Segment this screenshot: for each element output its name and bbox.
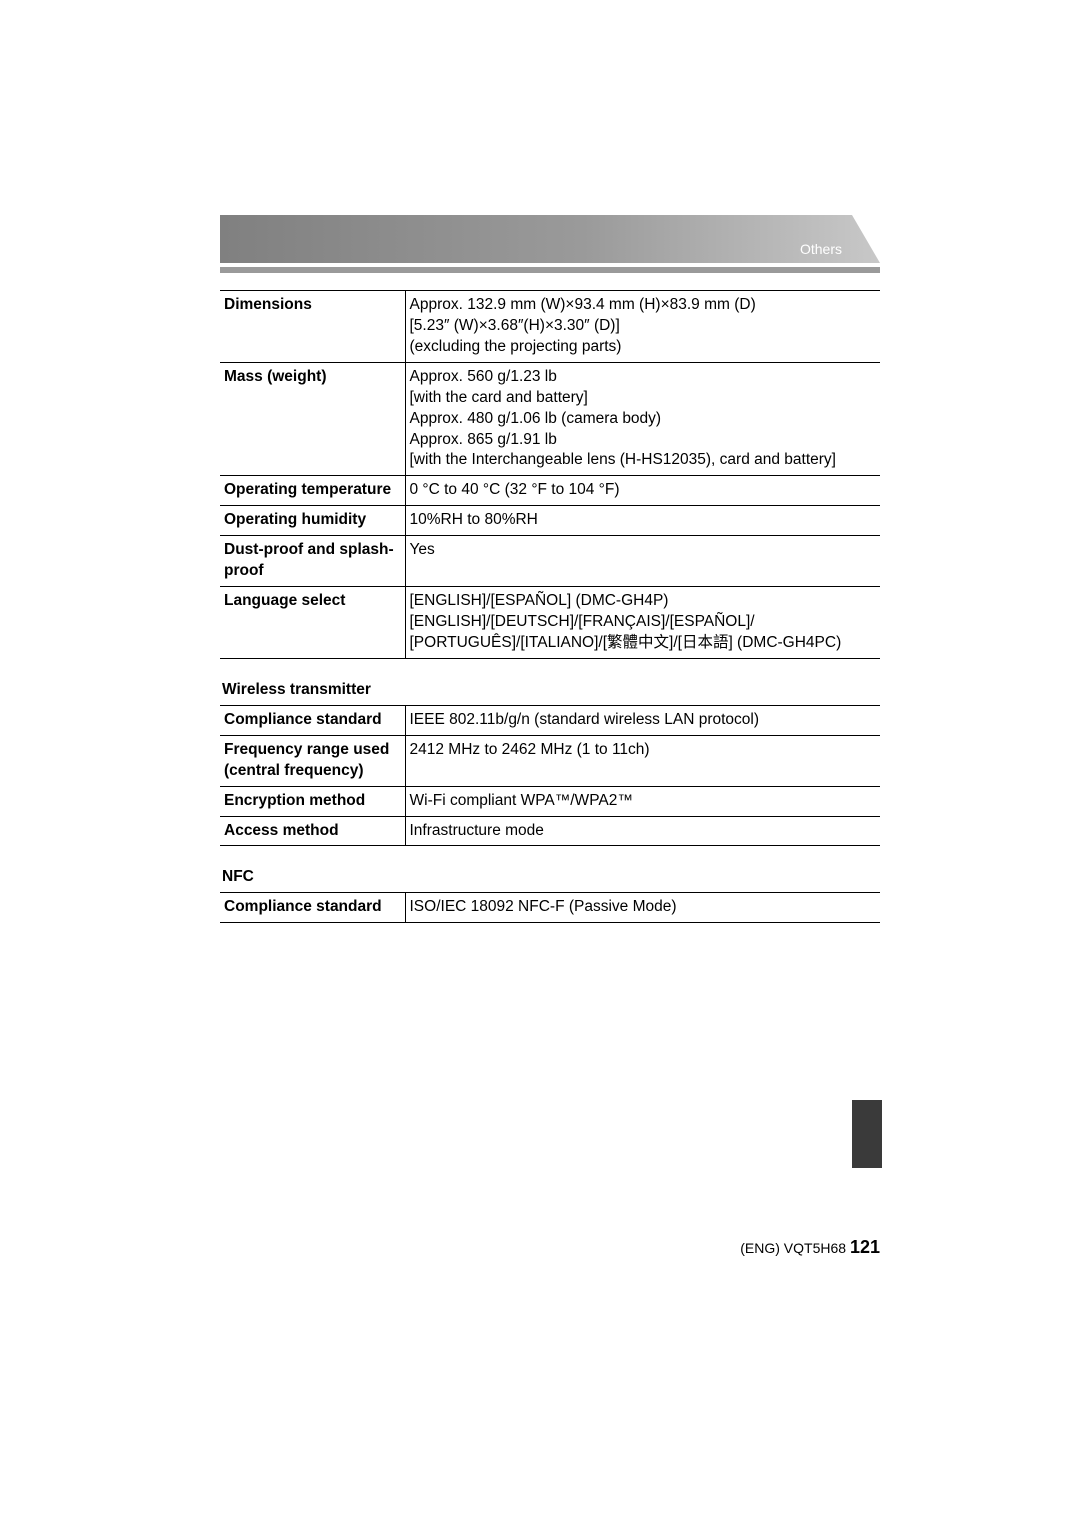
- table-row: Access methodInfrastructure mode: [220, 816, 880, 846]
- spec-key: Access method: [220, 816, 405, 846]
- spec-value: ISO/IEC 18092 NFC-F (Passive Mode): [405, 893, 880, 923]
- spec-content: DimensionsApprox. 132.9 mm (W)×93.4 mm (…: [220, 290, 880, 923]
- wireless-spec-tbody: Compliance standardIEEE 802.11b/g/n (sta…: [220, 705, 880, 846]
- nfc-spec-tbody: Compliance standardISO/IEC 18092 NFC-F (…: [220, 893, 880, 923]
- page-footer: (ENG) VQT5H68 121: [740, 1237, 880, 1258]
- table-row: Mass (weight)Approx. 560 g/1.23 lb [with…: [220, 362, 880, 476]
- spec-key: Dimensions: [220, 291, 405, 363]
- table-row: Frequency range used (central frequency)…: [220, 735, 880, 786]
- spec-key: Compliance standard: [220, 893, 405, 923]
- header-underline: [220, 267, 880, 273]
- nfc-spec-table: Compliance standardISO/IEC 18092 NFC-F (…: [220, 892, 880, 923]
- spec-key: Encryption method: [220, 786, 405, 816]
- doc-code: (ENG) VQT5H68: [740, 1240, 846, 1256]
- spec-key: Compliance standard: [220, 705, 405, 735]
- section-header: Others: [220, 215, 880, 273]
- spec-value: 10%RH to 80%RH: [405, 506, 880, 536]
- spec-key: Dust-proof and splash-proof: [220, 536, 405, 587]
- spec-value: Approx. 132.9 mm (W)×93.4 mm (H)×83.9 mm…: [405, 291, 880, 363]
- spec-value: 2412 MHz to 2462 MHz (1 to 11ch): [405, 735, 880, 786]
- section-header-label: Others: [800, 241, 842, 257]
- general-spec-table: DimensionsApprox. 132.9 mm (W)×93.4 mm (…: [220, 290, 880, 659]
- manual-page: Others DimensionsApprox. 132.9 mm (W)×93…: [0, 0, 1080, 1526]
- spec-key: Language select: [220, 587, 405, 659]
- table-row: Dust-proof and splash-proofYes: [220, 536, 880, 587]
- table-row: Compliance standardIEEE 802.11b/g/n (sta…: [220, 705, 880, 735]
- table-row: Language select[ENGLISH]/[ESPAÑOL] (DMC-…: [220, 587, 880, 659]
- general-spec-tbody: DimensionsApprox. 132.9 mm (W)×93.4 mm (…: [220, 291, 880, 659]
- header-gradient-bar: Others: [220, 215, 880, 263]
- spec-value: Infrastructure mode: [405, 816, 880, 846]
- table-row: DimensionsApprox. 132.9 mm (W)×93.4 mm (…: [220, 291, 880, 363]
- table-row: Operating temperature0 °C to 40 °C (32 °…: [220, 476, 880, 506]
- spec-value: IEEE 802.11b/g/n (standard wireless LAN …: [405, 705, 880, 735]
- spec-key: Operating humidity: [220, 506, 405, 536]
- spec-key: Frequency range used (central frequency): [220, 735, 405, 786]
- spec-value: Yes: [405, 536, 880, 587]
- spec-key: Operating temperature: [220, 476, 405, 506]
- wireless-section-title: Wireless transmitter: [222, 681, 880, 699]
- page-number: 121: [850, 1237, 880, 1257]
- table-row: Operating humidity10%RH to 80%RH: [220, 506, 880, 536]
- spec-key: Mass (weight): [220, 362, 405, 476]
- nfc-section-title: NFC: [222, 868, 880, 886]
- spec-value: [ENGLISH]/[ESPAÑOL] (DMC-GH4P) [ENGLISH]…: [405, 587, 880, 659]
- spec-value: Approx. 560 g/1.23 lb [with the card and…: [405, 362, 880, 476]
- section-side-tab: [852, 1100, 882, 1168]
- table-row: Encryption methodWi-Fi compliant WPA™/WP…: [220, 786, 880, 816]
- table-row: Compliance standardISO/IEC 18092 NFC-F (…: [220, 893, 880, 923]
- spec-value: 0 °C to 40 °C (32 °F to 104 °F): [405, 476, 880, 506]
- wireless-spec-table: Compliance standardIEEE 802.11b/g/n (sta…: [220, 705, 880, 847]
- spec-value: Wi-Fi compliant WPA™/WPA2™: [405, 786, 880, 816]
